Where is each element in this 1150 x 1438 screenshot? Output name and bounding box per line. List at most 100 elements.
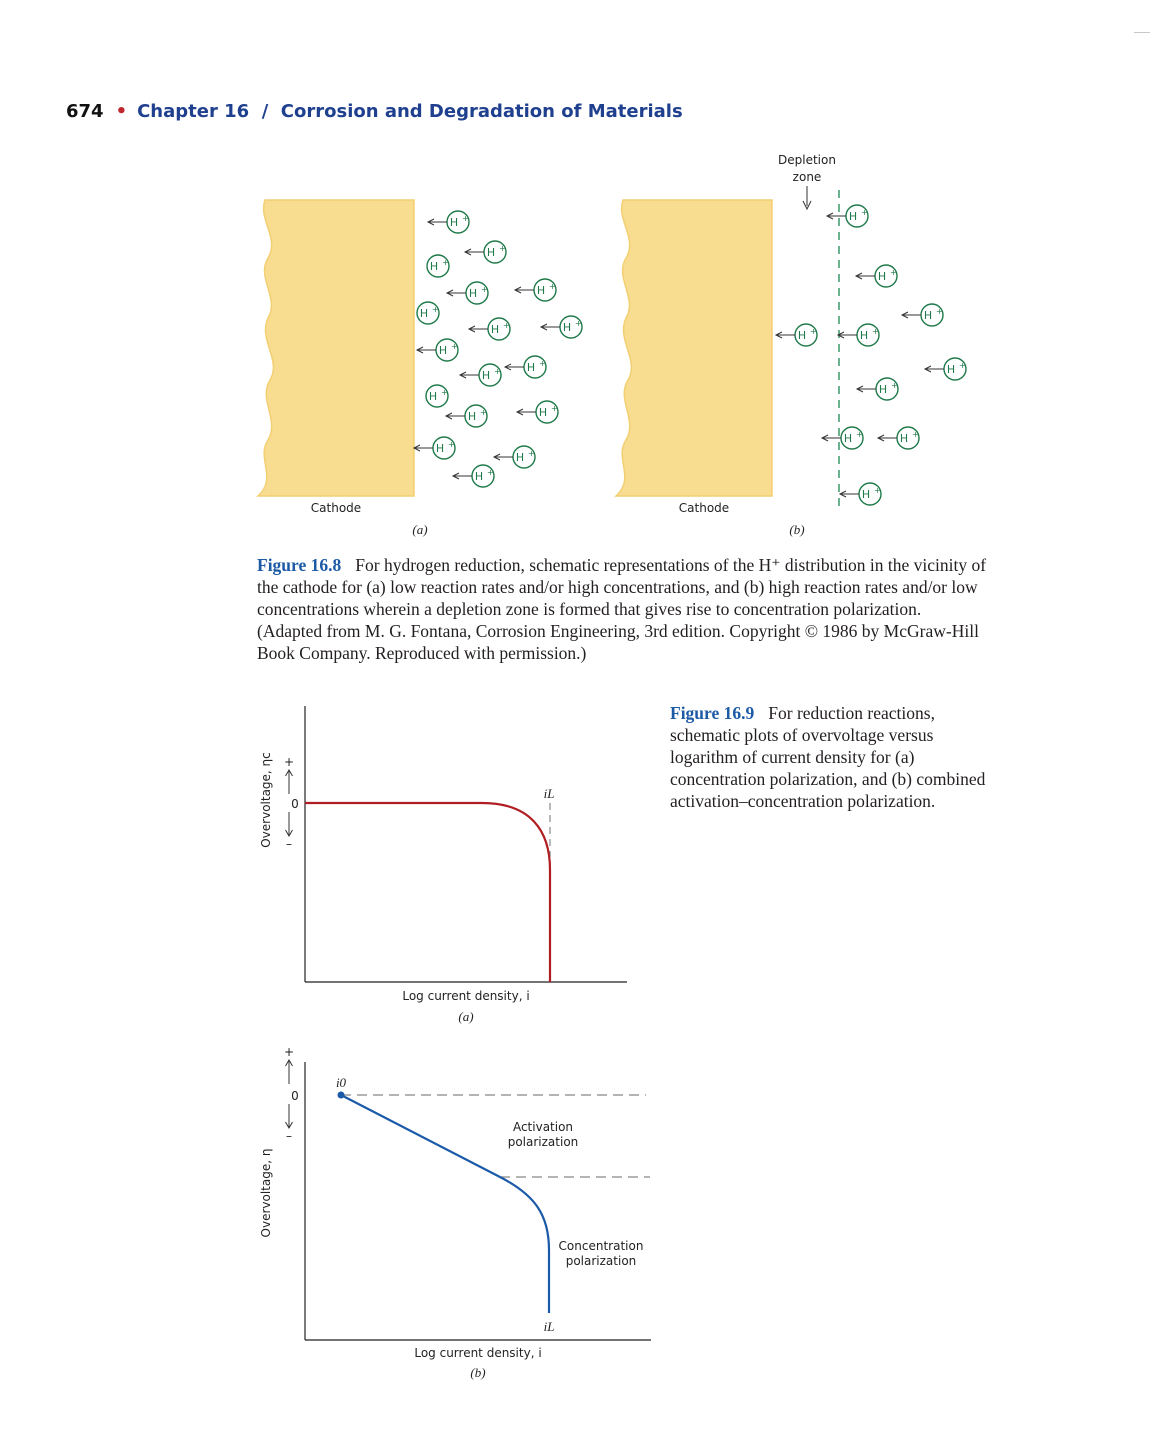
i0-point (337, 1091, 345, 1099)
h-ion-label: H (469, 287, 477, 300)
plus-label: + (284, 1045, 294, 1059)
h-ion-charge: + (890, 268, 897, 277)
ion-arrowhead (923, 365, 932, 373)
x-axis-label: Log current density, i (402, 989, 529, 1003)
h-ion-charge: + (912, 430, 919, 439)
panel-label-a: (a) (412, 522, 427, 537)
minus-label: – (286, 1129, 292, 1143)
h-ion-label: H (475, 470, 483, 483)
figure-16-9-caption: Figure 16.9 For reduction reactions, sche… (670, 702, 988, 812)
h-ion-charge: + (936, 307, 943, 316)
ion-arrowhead (876, 434, 885, 442)
h-ion-charge: + (442, 258, 449, 267)
ion-arrowhead (467, 325, 476, 333)
h-ion-charge: + (891, 381, 898, 390)
minus-label: – (286, 837, 292, 851)
h-ion-label: H (439, 344, 447, 357)
ion-arrowhead (539, 323, 548, 331)
activation-label-1: Activation (513, 1120, 573, 1134)
figure-16-8-caption: Figure 16.8 For hydrogen reduction, schem… (257, 554, 987, 664)
h-ion-label: H (849, 210, 857, 223)
cathode-a (256, 199, 415, 497)
h-ion-charge: + (551, 404, 558, 413)
running-header: 674 • Chapter 16 / Corrosion and Degradati… (66, 101, 683, 122)
h-ion-charge: + (810, 327, 817, 336)
panel-label-b: (b) (789, 522, 804, 537)
ion-arrowhead (426, 218, 435, 226)
plot-a: + 0 – Overvoltage, ηc iL Log current den… (259, 706, 627, 1024)
page-number: 674 (66, 101, 104, 122)
ion-arrowhead (492, 453, 501, 461)
h-ion-label: H (436, 442, 444, 455)
i0-label: i0 (336, 1075, 347, 1090)
hydrogen-ions: H + H + H + H + H + H + H + H + H + H + H + H + H + H + H + H + H + H + H + H +… (412, 204, 967, 506)
h-ion-charge: + (872, 327, 879, 336)
y-axis-label: Overvoltage, ηc (259, 752, 273, 848)
concentration-label-2: polarization (566, 1254, 637, 1268)
h-ion-charge: + (959, 361, 966, 370)
h-ion-label: H (900, 432, 908, 445)
caption-text: For reduction reactions, schematic plots… (670, 703, 986, 811)
h-ion-label: H (539, 406, 547, 419)
zero-label: 0 (291, 1089, 299, 1103)
caption-text: For hydrogen reduction, schematic repres… (257, 555, 987, 663)
ion-arrowhead (463, 248, 472, 256)
ion-arrowhead (513, 286, 522, 294)
depletion-label-1: Depletion (778, 153, 836, 167)
cathode-b (614, 199, 773, 497)
plot-b: + 0 – Overvoltage, η i0 iL Activation po… (259, 1045, 651, 1380)
h-ion-label: H (527, 361, 535, 374)
figure-label: Figure 16.8 (257, 555, 342, 575)
figure-label: Figure 16.9 (670, 703, 755, 723)
panel-label-b: (b) (470, 1365, 485, 1380)
activation-label-2: polarization (508, 1135, 579, 1149)
down-arrowhead (285, 829, 293, 837)
h-ion-charge: + (856, 430, 863, 439)
h-ion-label: H (450, 216, 458, 229)
cathode-label-b: Cathode (679, 501, 729, 515)
ion-arrowhead (838, 490, 847, 498)
ion-arrowhead (825, 212, 834, 220)
h-ion-label: H (430, 260, 438, 273)
x-axis-label: Log current density, i (414, 1346, 541, 1360)
depletion-label-2: zone (793, 170, 822, 184)
depletion-arrowhead (802, 200, 812, 211)
h-ion-label: H (947, 363, 955, 376)
h-ion-label: H (420, 307, 428, 320)
concentration-label-1: Concentration (559, 1239, 644, 1253)
up-arrowhead (285, 769, 293, 777)
corner-mark (1134, 32, 1150, 33)
ion-arrowhead (503, 363, 512, 371)
h-ion-charge: + (448, 440, 455, 449)
figure-16-8: Depletion zone H + H + H + H + H + H + H + H + H + H + H + H + H… (256, 153, 967, 537)
y-axis-label: Overvoltage, η (259, 1149, 273, 1238)
h-ion-charge: + (451, 342, 458, 351)
ion-arrowhead (458, 371, 467, 379)
zero-label: 0 (291, 797, 299, 811)
plus-label: + (284, 755, 294, 769)
h-ion-label: H (924, 309, 932, 322)
h-ion-charge: + (861, 208, 868, 217)
ion-arrowhead (774, 331, 783, 339)
h-ion-charge: + (462, 214, 469, 223)
ion-arrowhead (854, 272, 863, 280)
ion-arrowhead (900, 311, 909, 319)
h-ion-charge: + (503, 321, 510, 330)
h-ion-label: H (844, 432, 852, 445)
ion-arrowhead (515, 408, 524, 416)
cathode-label-a: Cathode (311, 501, 361, 515)
h-ion (416, 301, 440, 325)
h-ion-label: H (862, 488, 870, 501)
ion-arrowhead (836, 331, 845, 339)
ion-arrowhead (855, 385, 864, 393)
ion-arrowhead (820, 434, 829, 442)
h-ion-charge: + (432, 305, 439, 314)
h-ion-charge: + (528, 449, 535, 458)
up-arrowhead (285, 1059, 293, 1067)
h-ion-label: H (482, 369, 490, 382)
h-ion-charge: + (874, 486, 881, 495)
h-ion-label: H (487, 246, 495, 259)
bullet-icon: • (115, 101, 128, 122)
chapter-title: Chapter 16 / Corrosion and Degradation o… (137, 101, 683, 122)
down-arrowhead (285, 1121, 293, 1129)
